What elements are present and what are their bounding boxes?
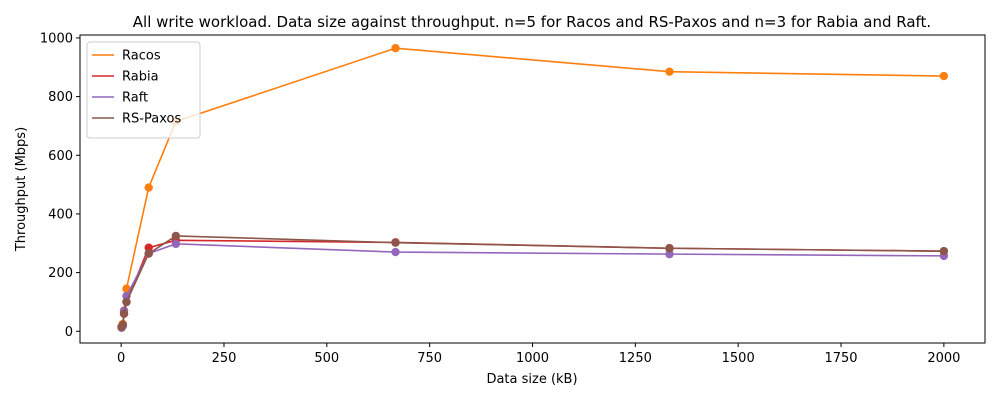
y-tick-label: 400 [48,207,73,222]
data-point-rs-paxos [122,297,131,307]
series-racos [117,44,949,332]
series-line-raft [120,243,944,329]
x-tick-label: 2000 [927,351,960,366]
data-point-raft [391,247,400,257]
series-rs-paxos [117,231,949,332]
data-point-rs-paxos [118,320,127,330]
series-line-racos [120,47,944,328]
y-axis-label: Throughput (Mbps) [14,127,29,252]
data-point-rs-paxos [391,238,400,247]
y-tick-label: 200 [48,266,73,281]
x-tick-label: 1000 [516,351,549,366]
data-point-raft [665,249,674,259]
x-tick-label: 500 [314,351,339,366]
x-tick-label: 1750 [824,351,857,366]
data-point-rs-paxos [119,309,129,318]
y-axis: 0 200 400 600 800 1000 [40,31,80,340]
x-axis: 0 250 500 750 1000 1250 1500 1750 2000 [117,343,960,366]
legend-label-rabia: Rabia [122,70,159,85]
legend-box [86,41,201,139]
y-tick-label: 800 [48,90,73,105]
data-point-rs-paxos [144,249,153,258]
data-point-racos [144,183,153,192]
legend-label-racos: Racos [122,49,161,64]
y-tick-label: 1000 [40,31,73,46]
series-line-rs-paxos [120,235,944,328]
data-point-racos [939,71,949,81]
series-raft [117,239,949,332]
chart-title: All write workload. Data size against th… [133,13,931,31]
series-layer [117,44,949,332]
x-axis-label: Data size (kB) [486,372,577,387]
x-tick-label: 1500 [722,351,755,366]
data-point-rs-paxos [171,231,181,241]
y-tick-label: 0 [65,325,73,340]
x-tick-label: 0 [117,351,125,366]
legend-label-raft: Raft [122,91,148,106]
x-tick-label: 750 [417,351,442,366]
data-point-racos [391,44,400,53]
plot-frame [79,34,986,344]
legend: Racos Rabia Raft RS-Paxos [86,41,201,139]
data-point-rs-paxos [939,246,949,256]
x-tick-label: 1250 [619,351,652,366]
y-tick-label: 600 [48,149,73,164]
x-tick-label: 250 [212,351,237,366]
data-point-racos [665,67,674,76]
data-point-raft [171,239,181,249]
data-point-rs-paxos [665,244,674,253]
legend-label-rs-paxos: RS-Paxos [122,112,181,127]
data-point-rabia [144,243,153,252]
